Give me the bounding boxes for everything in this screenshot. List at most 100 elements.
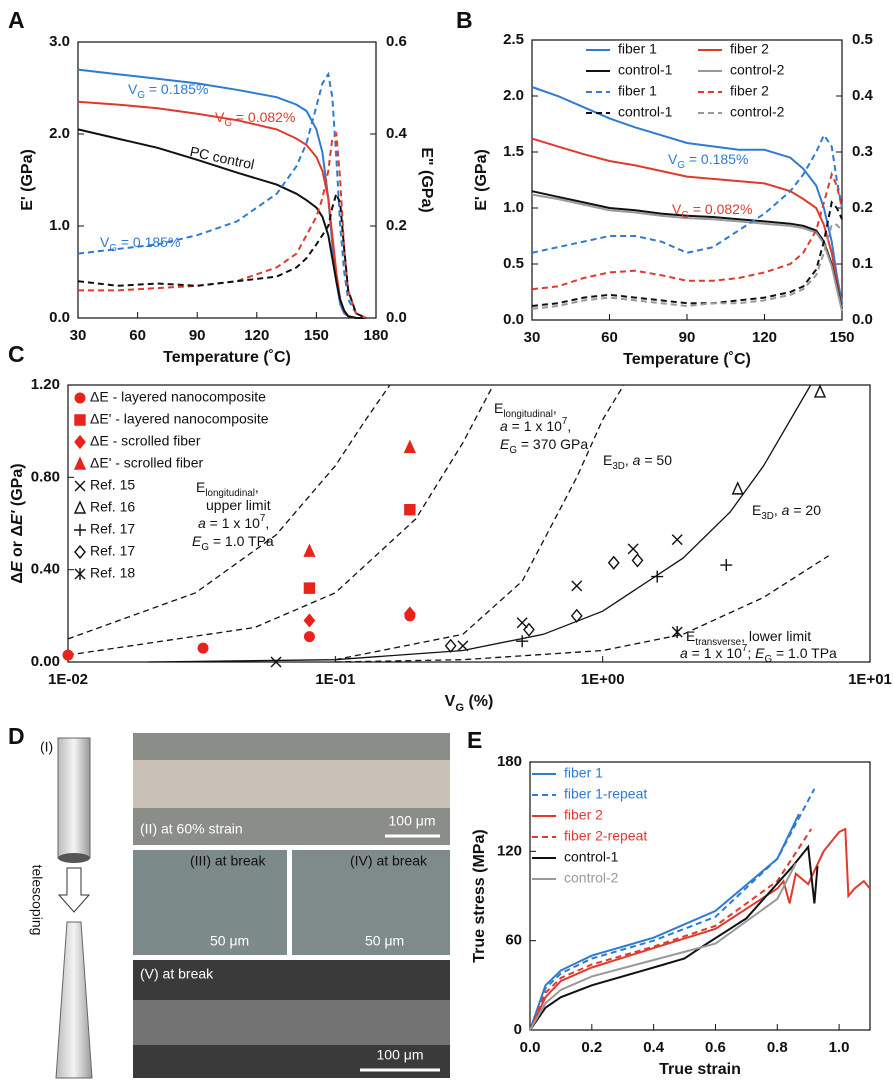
- legend-label: Ref. 17: [90, 521, 135, 537]
- x-tick-label: 150: [829, 329, 854, 346]
- line: [77, 190, 367, 319]
- y-tick-label: 1.0: [503, 199, 524, 216]
- x-tick-label: 0.4: [643, 1039, 665, 1056]
- text-part: G: [109, 243, 117, 254]
- annotation: EG = 370 GPa: [500, 436, 588, 456]
- text-part: = 50: [640, 452, 672, 468]
- line: [529, 862, 797, 1031]
- point: [74, 434, 86, 450]
- point: [74, 524, 86, 536]
- point: [197, 642, 209, 654]
- text-part: E: [603, 452, 612, 468]
- text-part: a: [500, 418, 508, 434]
- legend-label: fiber 1: [618, 41, 657, 57]
- x-tick-label: 0.0: [520, 1039, 541, 1056]
- point: [457, 640, 469, 652]
- point: [444, 638, 457, 653]
- annotation: Elongitudinal,: [494, 400, 557, 420]
- annotation: E3D, a = 50: [603, 452, 672, 472]
- point: [403, 606, 416, 621]
- point: [570, 608, 583, 623]
- y2-tick-label: 0.4: [852, 87, 874, 104]
- panel-d: D (I) telescoping (II) at 60% strain 100…: [8, 723, 450, 1079]
- y-axis-label: ΔE or ΔE' (GPa): [9, 463, 26, 583]
- legend-label: fiber 2: [564, 807, 603, 823]
- text-part: 3D: [761, 511, 774, 522]
- text-part: G: [137, 90, 145, 101]
- y-tick-label: 0.0: [49, 309, 70, 326]
- arrow: [57, 867, 91, 913]
- y-tick-label: 180: [497, 753, 522, 770]
- text-part: = 0.185%: [145, 81, 208, 97]
- x-tick-label: 0.8: [767, 1039, 788, 1056]
- annotation: VG = 0.185%: [128, 81, 208, 101]
- annotation: a = 1 x 107,: [500, 416, 571, 434]
- text-part: E: [9, 560, 26, 572]
- chart: B30 60 90 120 1500.00.51.01.52.02.50.00.10.2…: [456, 7, 874, 368]
- text-part: E: [686, 628, 695, 644]
- text-part: V: [668, 151, 678, 167]
- text-part: (GPa): [9, 463, 26, 510]
- line: [531, 193, 843, 312]
- text-part: = 1 x 10: [508, 418, 562, 434]
- legend-label: Ref. 17: [90, 543, 135, 559]
- x-tick-label: 30: [524, 329, 541, 346]
- text-part: 3D: [612, 461, 625, 472]
- y-tick-label: 2.0: [503, 87, 524, 104]
- legend-label: ΔE - layered nanocomposite: [90, 389, 266, 405]
- annotation: E3D, a = 20: [752, 502, 821, 522]
- text-part: a: [782, 502, 790, 518]
- annotation: Elongitudinal,: [196, 479, 259, 499]
- y-tick-label: 1.0: [49, 217, 70, 234]
- annotation: Etransverse, lower limit: [686, 628, 811, 648]
- annotation: VG = 0.185%: [668, 151, 748, 171]
- point: [607, 555, 620, 570]
- chart: A30 60 90 120 150 1800.01.02.03.00.00.20.40.6…: [8, 7, 435, 366]
- y-tick-label: 0: [514, 1021, 522, 1038]
- point: [651, 570, 664, 583]
- text-part: longitudinal: [205, 488, 255, 499]
- y-tick-label: 1.5: [503, 143, 524, 160]
- x-tick-label: 60: [601, 329, 618, 346]
- text-part: = 0.185%: [117, 234, 180, 250]
- text-part: 7: [742, 643, 747, 654]
- y2-tick-label: 0.3: [852, 143, 873, 160]
- text-part: a: [633, 452, 641, 468]
- text-part: E: [752, 502, 761, 518]
- text-part: ,: [625, 452, 633, 468]
- y-tick-label: 1.20: [31, 376, 60, 393]
- text-part: a: [198, 515, 206, 531]
- text-part: = 0.082%: [689, 201, 752, 217]
- scale-label: 100 μm: [389, 813, 436, 829]
- telescoping-label: telescoping: [29, 865, 45, 936]
- text-part: ;: [747, 645, 755, 661]
- text-part: a: [680, 645, 688, 661]
- plot-frame: [529, 761, 871, 1031]
- text-part: G: [201, 542, 209, 553]
- text-part: 7: [562, 416, 567, 427]
- scale-label: 50 μm: [365, 933, 404, 949]
- line: [67, 384, 494, 656]
- line: [531, 86, 843, 304]
- legend-label: control-1: [618, 62, 673, 78]
- line: [531, 171, 843, 291]
- point: [74, 568, 86, 580]
- y2-tick-label: 0.2: [386, 217, 407, 234]
- text-part: V: [128, 81, 138, 97]
- line: [529, 788, 816, 1031]
- legend-label: control-1: [618, 104, 673, 120]
- line: [335, 555, 829, 663]
- stage-label: (III) at break: [190, 853, 266, 869]
- text-part: G: [677, 160, 685, 171]
- legend-label: ΔE - scrolled fiber: [90, 433, 201, 449]
- text-part: E: [494, 400, 503, 416]
- plot-frame: [67, 384, 871, 663]
- legend-label: Ref. 15: [90, 477, 135, 493]
- panel-letter: A: [8, 7, 25, 33]
- scroll: [55, 921, 93, 1079]
- point: [74, 480, 86, 492]
- y-axis-label: E' (GPa): [473, 149, 490, 211]
- legend-label: fiber 2: [730, 41, 769, 57]
- y2-tick-label: 0.1: [852, 255, 873, 272]
